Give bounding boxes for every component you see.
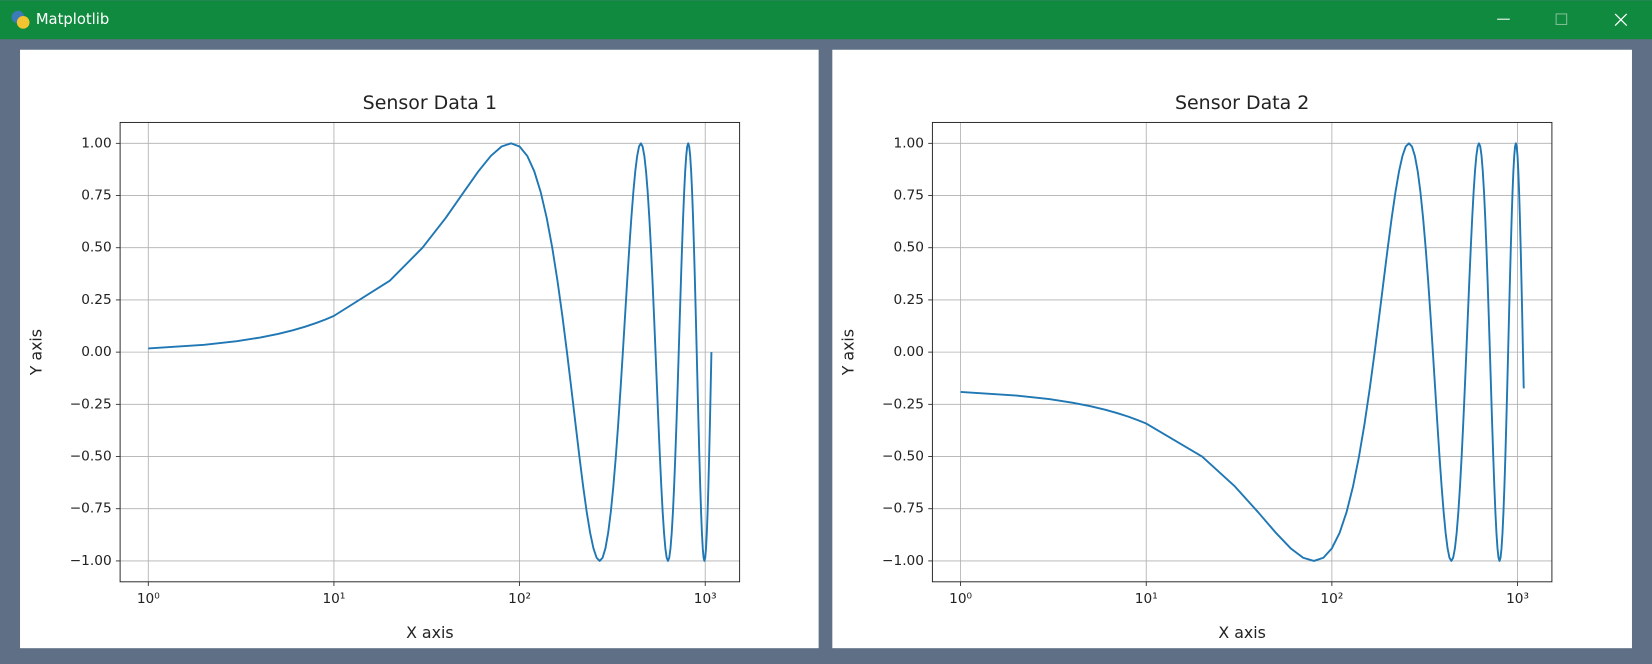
y-tick-label: −0.25	[70, 396, 112, 412]
x-axis-label: X axis	[1218, 623, 1265, 642]
y-tick-label: 0.75	[893, 188, 923, 204]
x-tick-label: 10⁰	[137, 591, 160, 607]
x-tick-label: 10³	[694, 591, 717, 607]
chart: 10⁰ 10¹ 10² 10³ −1.00 −0.75 −0.50 −0.25 0.00 0.25…	[26, 92, 741, 642]
data-line	[148, 142, 713, 562]
x-tick-label: 10³	[1506, 591, 1529, 607]
y-tick-label: −0.75	[882, 501, 924, 517]
chart-title: Sensor Data 2	[1175, 92, 1309, 114]
y-tick-label: −0.75	[70, 501, 112, 517]
app-icon	[11, 10, 30, 29]
y-tick-label: 0.00	[893, 344, 923, 360]
y-tick-label: −1.00	[882, 553, 924, 569]
window-title: Matplotlib	[36, 11, 109, 28]
y-tick-label: −0.25	[882, 396, 924, 412]
axes-frame	[119, 121, 741, 583]
y-tick-label: 0.25	[893, 292, 923, 308]
x-tick-label: 10¹	[1135, 591, 1158, 607]
chart: 10⁰ 10¹ 10² 10³ −1.00 −0.75 −0.50 −0.25 0.00 0.25…	[839, 92, 1553, 642]
x-tick-label: 10¹	[322, 591, 345, 607]
chart-title: Sensor Data 1	[363, 92, 497, 114]
y-tick-label: 0.00	[81, 344, 111, 360]
y-tick-label: 1.00	[893, 135, 923, 151]
y-axis-label: Y axis	[839, 329, 858, 376]
figure-panel	[20, 49, 819, 649]
y-tick-label: −0.50	[882, 449, 924, 465]
y-tick-label: 0.50	[893, 240, 923, 256]
y-axis-label: Y axis	[26, 329, 45, 376]
x-axis-label: X axis	[406, 623, 454, 642]
y-tick-label: 1.00	[81, 135, 111, 151]
y-tick-label: 0.50	[81, 240, 111, 256]
title-bar	[0, 0, 1652, 40]
x-tick-label: 10²	[508, 591, 531, 607]
y-tick-label: −1.00	[70, 553, 112, 569]
y-tick-label: −0.50	[70, 449, 112, 465]
y-tick-label: 0.75	[81, 188, 111, 204]
x-tick-label: 10⁰	[949, 591, 972, 607]
y-tick-label: 0.25	[81, 292, 111, 308]
maximize-button[interactable]	[1555, 13, 1568, 25]
data-line	[960, 142, 1525, 562]
axes-frame	[931, 121, 1553, 583]
close-button[interactable]	[1614, 13, 1628, 26]
figure-panel	[832, 49, 1632, 649]
x-tick-label: 10²	[1320, 591, 1343, 607]
